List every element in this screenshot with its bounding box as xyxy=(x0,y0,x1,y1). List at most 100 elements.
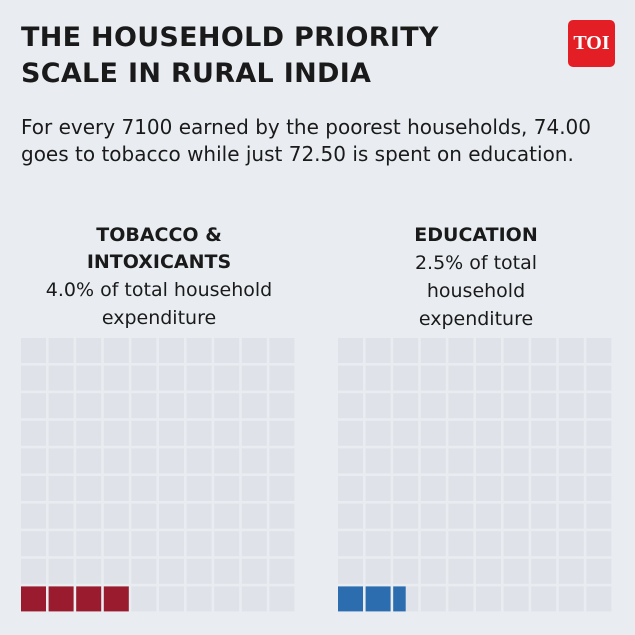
waffle-cell xyxy=(269,531,295,557)
waffle-cell xyxy=(103,531,129,557)
waffle-cell xyxy=(338,503,363,529)
waffle-cell xyxy=(338,476,363,501)
waffle-cell xyxy=(531,338,557,363)
waffle-cell xyxy=(531,503,557,529)
waffle-cell xyxy=(586,558,612,584)
waffle-cell xyxy=(48,531,74,557)
waffle-cell xyxy=(103,393,129,419)
waffle-fill xyxy=(393,586,406,612)
waffle-cell xyxy=(269,503,295,529)
waffle-cell xyxy=(131,586,157,612)
waffle-cell xyxy=(558,558,584,584)
waffle-cell xyxy=(48,503,74,529)
waffle-cell xyxy=(131,531,157,557)
waffle-cell xyxy=(48,558,74,584)
waffle-cell xyxy=(186,558,212,584)
waffle-cell xyxy=(186,420,212,446)
waffle-cell xyxy=(365,393,391,419)
waffle-cell xyxy=(586,531,612,557)
waffle-cell xyxy=(131,448,157,474)
waffle-cell xyxy=(269,393,295,419)
waffle-cell xyxy=(241,448,267,474)
waffle-cell xyxy=(269,420,295,446)
waffle-cell xyxy=(586,338,612,363)
waffle-cell xyxy=(393,558,419,584)
waffle-cell xyxy=(48,365,74,391)
waffle-fill xyxy=(21,586,46,612)
waffle-cell xyxy=(586,586,612,612)
waffle-cell xyxy=(365,476,391,501)
waffle-chart xyxy=(21,338,295,612)
waffle-cell xyxy=(131,503,157,529)
subtitle: For every 7100 earned by the poorest hou… xyxy=(21,115,591,166)
waffle-cell xyxy=(159,365,184,391)
waffle-cell xyxy=(448,448,474,474)
waffle-cell xyxy=(159,420,184,446)
waffle-cell xyxy=(21,503,46,529)
waffle-cell xyxy=(269,338,295,363)
waffle-cell xyxy=(531,420,557,446)
waffle-cell xyxy=(159,448,184,474)
waffle-cell xyxy=(531,365,557,391)
waffle-cell xyxy=(476,558,501,584)
waffle-cell xyxy=(365,558,391,584)
waffle-cell xyxy=(448,393,474,419)
waffle-cell xyxy=(159,531,184,557)
waffle-cell xyxy=(159,586,184,612)
waffle-fill xyxy=(103,586,129,612)
waffle-cell xyxy=(159,476,184,501)
waffle-cell xyxy=(531,558,557,584)
waffle-cell xyxy=(21,531,46,557)
waffle-cell xyxy=(531,531,557,557)
waffle-cell xyxy=(365,420,391,446)
waffle-cell xyxy=(420,503,446,529)
waffle-cell xyxy=(420,338,446,363)
waffle-cell xyxy=(76,393,102,419)
waffle-cell xyxy=(186,365,212,391)
waffle-cell xyxy=(103,476,129,501)
waffle-cell xyxy=(393,448,419,474)
waffle-cell xyxy=(448,420,474,446)
waffle-cell xyxy=(21,448,46,474)
waffle-cell xyxy=(420,448,446,474)
waffle-cell xyxy=(269,586,295,612)
chart-header: TOBACCO & INTOXICANTS 4.0% of total hous… xyxy=(21,222,297,332)
waffle-cell xyxy=(531,476,557,501)
waffle-cell xyxy=(503,420,529,446)
waffle-cell xyxy=(159,558,184,584)
waffle-cell xyxy=(186,531,212,557)
waffle-cell xyxy=(76,365,102,391)
waffle-cell xyxy=(365,531,391,557)
waffle-cell xyxy=(393,338,419,363)
waffle-cell xyxy=(76,476,102,501)
waffle-cell xyxy=(503,558,529,584)
waffle-cell xyxy=(21,338,46,363)
waffle-cell xyxy=(476,420,501,446)
waffle-cell xyxy=(241,586,267,612)
waffle-cell xyxy=(131,338,157,363)
waffle-cell xyxy=(186,586,212,612)
chart-header: EDUCATION 2.5% of total household expend… xyxy=(338,222,614,333)
waffle-cell xyxy=(558,586,584,612)
waffle-cell xyxy=(214,420,240,446)
waffle-cell xyxy=(214,476,240,501)
waffle-cell xyxy=(338,393,363,419)
waffle-cell xyxy=(103,448,129,474)
waffle-cell xyxy=(365,365,391,391)
waffle-cell xyxy=(503,476,529,501)
waffle-cell xyxy=(76,448,102,474)
waffle-cell xyxy=(448,558,474,584)
waffle-cell xyxy=(476,338,501,363)
waffle-cell xyxy=(503,365,529,391)
waffle-fill xyxy=(48,586,74,612)
waffle-cell xyxy=(214,365,240,391)
value-label: 4.0% of total household expenditure xyxy=(45,279,273,329)
waffle-cell xyxy=(48,338,74,363)
waffle-cell xyxy=(103,365,129,391)
waffle-cell xyxy=(365,448,391,474)
waffle-cell xyxy=(21,420,46,446)
waffle-cell xyxy=(558,503,584,529)
waffle-cell xyxy=(448,503,474,529)
waffle-cell xyxy=(103,338,129,363)
waffle-cell xyxy=(21,558,46,584)
